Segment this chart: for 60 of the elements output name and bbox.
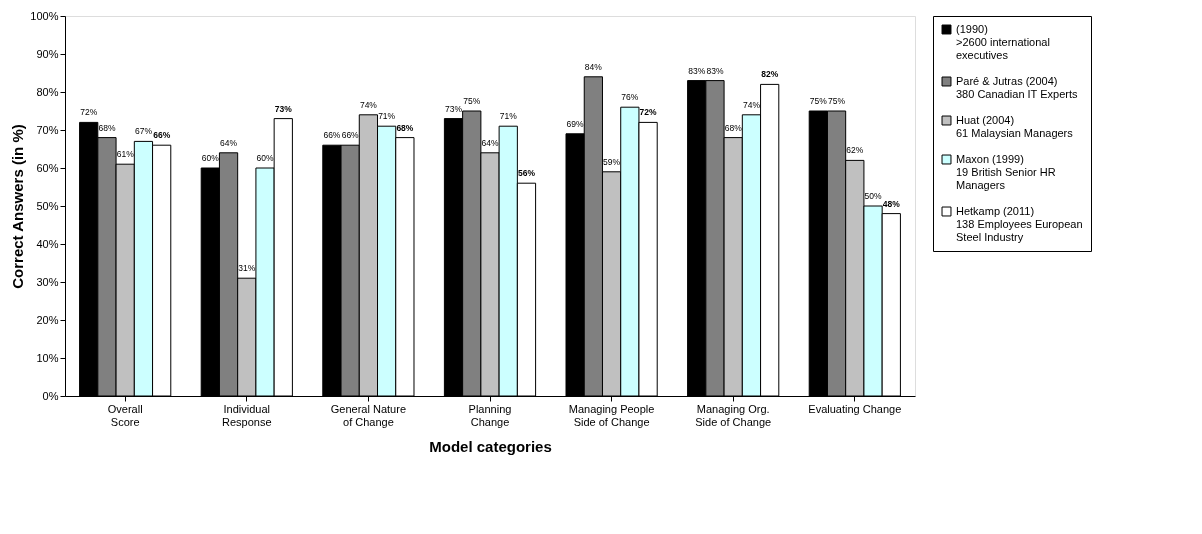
data-label: 75% [809,96,828,106]
data-label: 75% [463,96,481,106]
x-tick-label: Evaluating Change [808,402,902,415]
y-tick-label: 10% [36,351,59,364]
data-label: 66% [341,130,360,141]
legend-label: (1990) >2600 international executives [956,22,1050,61]
data-label: 31% [238,263,256,274]
data-label: 60% [256,153,274,163]
data-label: 60% [201,153,220,163]
y-tick-label: 0% [42,389,59,402]
x-tick-label: Individual Response [222,402,272,428]
data-label: 56% [517,168,536,179]
data-label: 75% [828,96,846,106]
y-tick-label: 70% [36,123,59,136]
y-tick-label: 60% [36,161,59,174]
y-tick-label: 80% [36,85,59,98]
y-tick-label: 40% [36,237,59,250]
y-tick-label: 20% [36,313,59,326]
legend-label: Paré & Jutras (2004) 380 Canadian IT Experts [956,74,1078,100]
data-label: 73% [274,103,293,114]
data-label: 68% [396,122,414,133]
data-label: 71% [499,111,518,122]
data-label: 48% [882,198,901,209]
data-label: 83% [688,65,706,76]
data-label: 67% [134,126,153,137]
data-label: 83% [706,65,724,76]
legend-label: Huat (2004) 61 Malaysian Managers [956,113,1074,139]
data-label: 68% [724,122,743,133]
legend-label: Hetkamp (2011) 138 Employees European Steel Industry [956,204,1083,243]
x-tick-label: General Nature of Change [330,402,407,428]
y-tick-label: 50% [36,199,59,212]
data-label: 76% [621,92,639,103]
data-label: 74% [742,99,761,110]
data-label: 69% [566,118,585,129]
data-label: 59% [603,156,621,167]
data-label: 73% [445,103,463,114]
data-label: 72% [80,107,98,118]
data-label: 64% [220,137,238,148]
data-label: 50% [864,191,882,201]
data-label: 66% [323,130,341,141]
data-label: 68% [98,122,116,133]
data-label: 64% [481,137,499,148]
data-label: 66% [153,130,171,141]
x-tick-label: Overall Score [107,402,143,428]
data-label: 61% [116,149,135,160]
data-label: 72% [639,107,658,118]
data-label: 84% [584,61,603,72]
x-axis-title: Model categories [429,437,552,455]
x-tick-label: Planning Change [468,402,512,428]
legend-label: Maxon (1999) 19 British Senior HR Managers [956,152,1056,191]
x-tick-label: Managing People Side of Change [568,402,655,428]
y-tick-label: 30% [36,275,59,288]
y-tick-label: 100% [30,9,59,22]
x-tick-label: Managing Org. Side of Change [695,402,772,428]
y-axis-title: Correct Answers (in %) [9,124,27,289]
data-label: 82% [761,69,779,80]
data-label: 71% [378,111,396,122]
y-tick-label: 90% [36,47,59,60]
data-label: 74% [359,99,378,110]
data-label: 62% [846,145,864,156]
